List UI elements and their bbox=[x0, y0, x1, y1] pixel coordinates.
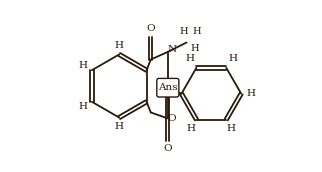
Text: N: N bbox=[167, 45, 177, 54]
Text: H: H bbox=[187, 124, 196, 133]
Text: O: O bbox=[147, 24, 155, 33]
Text: H: H bbox=[190, 44, 199, 53]
Text: H: H bbox=[227, 124, 236, 133]
Text: H: H bbox=[193, 27, 201, 36]
Text: H: H bbox=[185, 54, 194, 63]
FancyBboxPatch shape bbox=[157, 78, 179, 97]
Text: Ans: Ans bbox=[158, 83, 178, 92]
Text: H: H bbox=[180, 27, 188, 36]
Text: O: O bbox=[164, 144, 172, 153]
Text: H: H bbox=[246, 89, 255, 98]
Text: H: H bbox=[115, 122, 124, 131]
Text: H: H bbox=[78, 101, 87, 111]
Text: H: H bbox=[115, 41, 124, 50]
Text: H: H bbox=[229, 54, 238, 63]
Text: H: H bbox=[78, 61, 87, 71]
Text: O: O bbox=[168, 114, 176, 123]
